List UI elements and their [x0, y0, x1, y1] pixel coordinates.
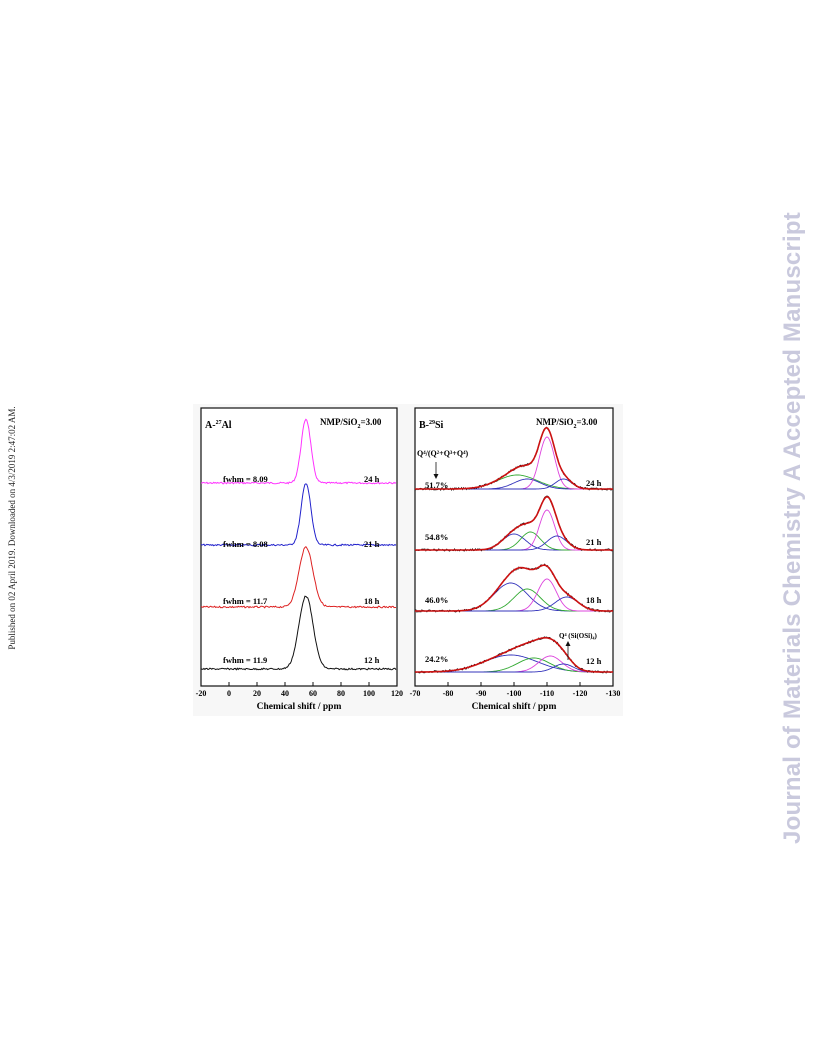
time-label-18h: 18 h	[364, 596, 380, 606]
q-ratio-arrowhead	[433, 474, 439, 479]
panel-b-frame	[414, 407, 614, 687]
publication-note: Published on 02 April 2019. Downloaded o…	[7, 406, 17, 650]
q4-annotation: Q⁴ (Si(OSi)₄)	[559, 632, 598, 640]
panel-b-ratio: NMP/SiO2=3.00	[536, 417, 598, 430]
si-fit-24h	[415, 426, 613, 490]
al-spectrum-21h	[200, 483, 397, 547]
time-label-b-18h: 18 h	[586, 595, 602, 605]
si-fit-12h	[415, 637, 613, 673]
time-label-b-21h: 21 h	[586, 537, 602, 547]
al-spectrum-24h	[200, 418, 397, 485]
fwhm-label-21h: fwhm = 8.08	[223, 539, 268, 549]
fwhm-label-18h: fwhm = 11.7	[223, 596, 268, 606]
axis-a-tick-label: 0	[227, 689, 231, 698]
axis-b-tick-label: -120	[573, 689, 588, 698]
q-ratio-label: Q⁴/(Q²+Q³+Q⁴)	[417, 449, 468, 458]
axis-a-tick-label: 60	[309, 689, 317, 698]
time-label-12h: 12 h	[364, 655, 380, 665]
q4-arrowhead	[565, 641, 571, 646]
time-label-b-24h: 24 h	[586, 478, 602, 488]
si-fit-18h	[415, 564, 613, 612]
time-label-24h: 24 h	[364, 474, 380, 484]
axis-b-tick-label: -80	[443, 689, 454, 698]
al-spectrum-18h	[200, 545, 396, 609]
axis-a-tick-label: 120	[391, 689, 403, 698]
axis-a-tick-label: -20	[196, 689, 207, 698]
panel-a-frame	[200, 407, 398, 687]
si-fit-21h	[415, 495, 613, 551]
percent-label-12h: 24.2%	[425, 654, 448, 664]
panel-a-xlabel: Chemical shift / ppm	[257, 702, 342, 712]
nmr-figure: A-27Al NMP/SiO2=3.00 B-29Si NMP/SiO2=3.0…	[193, 404, 623, 716]
panel-a-axis: -20 0 20 40 60 80 100 120	[196, 682, 403, 698]
percent-label-18h: 46.0%	[425, 595, 448, 605]
panel-a-traces	[200, 418, 397, 671]
panel-b-label: B-29Si	[419, 420, 444, 431]
panel-b-traces	[414, 426, 614, 674]
axis-a-tick-label: 40	[281, 689, 289, 698]
axis-b-tick-label: -90	[476, 689, 487, 698]
axis-b-tick-label: -70	[410, 689, 421, 698]
panel-b-xlabel: Chemical shift / ppm	[472, 702, 557, 712]
percent-label-21h: 54.8%	[425, 532, 448, 542]
nmr-figure-svg: A-27Al NMP/SiO2=3.00 B-29Si NMP/SiO2=3.0…	[196, 407, 621, 712]
percent-label-24h: 51.7%	[425, 480, 448, 490]
panel-a-label: A-27Al	[205, 420, 232, 431]
axis-a-tick-label: 20	[253, 689, 261, 698]
axis-a-tick-label: 100	[363, 689, 375, 698]
panel-a-ratio: NMP/SiO2=3.00	[320, 417, 382, 430]
time-label-21h: 21 h	[364, 539, 380, 549]
axis-b-tick-label: -110	[540, 689, 554, 698]
axis-b-tick-label: -100	[507, 689, 522, 698]
axis-b-tick-label: -130	[606, 689, 621, 698]
journal-watermark: Journal of Materials Chemistry A Accepte…	[779, 212, 806, 844]
fwhm-label-12h: fwhm = 11.9	[223, 655, 267, 665]
al-spectrum-12h	[200, 595, 397, 671]
panel-b-axis: -70 -80 -90 -100 -110 -120 -130	[410, 682, 621, 698]
fwhm-label-24h: fwhm = 8.09	[223, 474, 268, 484]
axis-a-tick-label: 80	[337, 689, 345, 698]
time-label-b-12h: 12 h	[586, 656, 602, 666]
